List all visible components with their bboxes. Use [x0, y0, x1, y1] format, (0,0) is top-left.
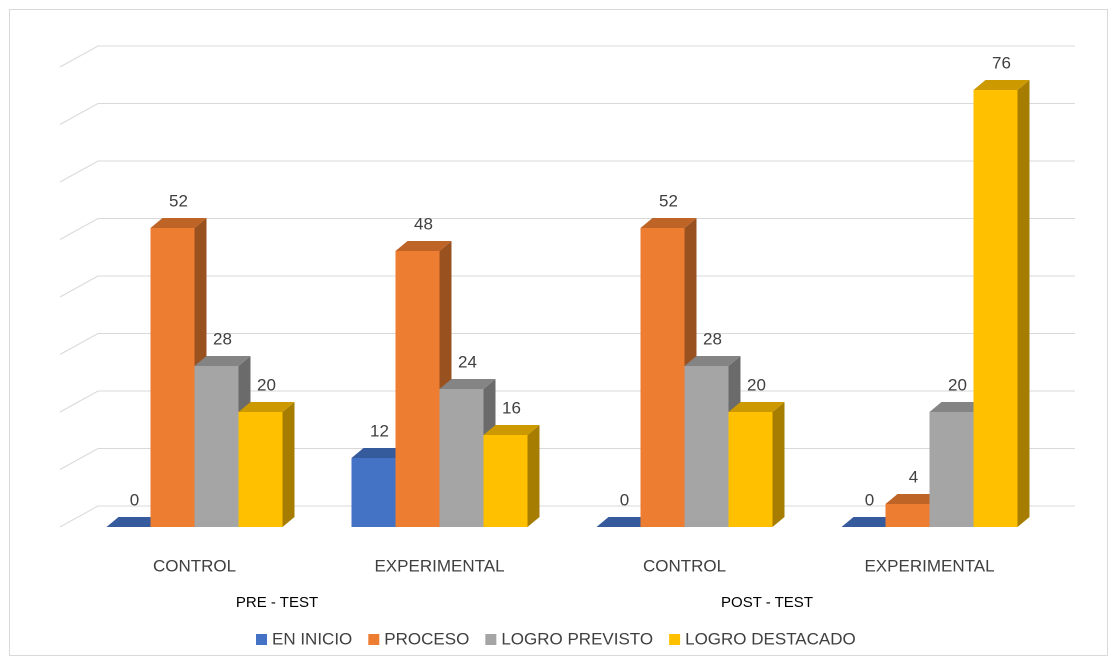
bar-front [483, 435, 528, 527]
bar-top [238, 402, 295, 412]
data-label: 52 [659, 191, 678, 210]
legend-label: LOGRO PREVISTO [501, 629, 653, 648]
bar-front [684, 366, 729, 527]
legend-label: PROCESO [384, 629, 469, 648]
grid-line [59, 333, 1075, 355]
legend-swatch [256, 634, 267, 645]
bar-front [929, 412, 974, 527]
bar-front [351, 458, 396, 527]
bar-top [684, 356, 741, 366]
bar-front [439, 389, 484, 527]
bar-top [483, 425, 540, 435]
bar-top [596, 517, 653, 527]
grid-line [59, 390, 1075, 413]
bar-front [238, 412, 283, 527]
bar-side [527, 425, 540, 527]
bar-top [841, 517, 898, 527]
grid-line [59, 103, 1075, 125]
data-label: 12 [370, 421, 389, 440]
legend-label: EN INICIO [272, 629, 352, 648]
bar-front [194, 366, 239, 527]
bar-front [885, 504, 930, 527]
data-label: 24 [458, 352, 477, 371]
data-label: 28 [213, 329, 232, 348]
bar [728, 402, 785, 527]
data-label: 20 [747, 375, 766, 394]
bar-top [885, 494, 942, 504]
x-tick-label: EXPERIMENTAL [864, 556, 994, 575]
bar-top [150, 218, 207, 228]
legend-swatch [485, 634, 497, 645]
bar-top [728, 402, 785, 412]
bar-top [194, 356, 251, 366]
data-label: 20 [257, 375, 276, 394]
grid-line [59, 160, 1075, 183]
bar-top [973, 80, 1030, 90]
bar-front [150, 228, 195, 527]
bar [238, 402, 295, 527]
grid-line [59, 275, 1075, 298]
bar [841, 517, 898, 527]
bar-front [728, 412, 773, 527]
data-label: 48 [414, 214, 433, 233]
legend-swatch [669, 634, 681, 645]
x-tick-label: CONTROL [153, 556, 236, 575]
grid-line [59, 218, 1075, 240]
grid-line [59, 45, 1075, 68]
bar-front [395, 251, 440, 527]
legend-swatch [368, 634, 380, 645]
bar-side [1017, 80, 1030, 527]
data-label: 0 [130, 490, 139, 509]
bar-top [439, 379, 496, 389]
bar-top [929, 402, 986, 412]
data-label: 0 [865, 490, 874, 509]
data-label: 20 [948, 375, 967, 394]
bar [483, 425, 540, 527]
data-label: 52 [169, 191, 188, 210]
bar [973, 80, 1030, 527]
x-tick-label: EXPERIMENTAL [374, 556, 504, 575]
data-label: 76 [992, 53, 1011, 72]
data-label: 28 [703, 329, 722, 348]
bar-front [973, 90, 1018, 527]
bar-top [351, 448, 408, 458]
data-label: 16 [502, 398, 521, 417]
data-label: 4 [909, 467, 918, 486]
bar-side [282, 402, 295, 527]
bar [596, 517, 653, 527]
bar-top [640, 218, 697, 228]
bar-top [395, 241, 452, 251]
bar-top [106, 517, 163, 527]
group-label: POST - TEST [721, 594, 813, 611]
x-tick-label: CONTROL [643, 556, 726, 575]
data-label: 0 [620, 490, 629, 509]
group-label: PRE - TEST [236, 594, 318, 611]
bar [106, 517, 163, 527]
bar-side [772, 402, 785, 527]
legend-label: LOGRO DESTACADO [685, 629, 856, 648]
bar-front [640, 228, 685, 527]
